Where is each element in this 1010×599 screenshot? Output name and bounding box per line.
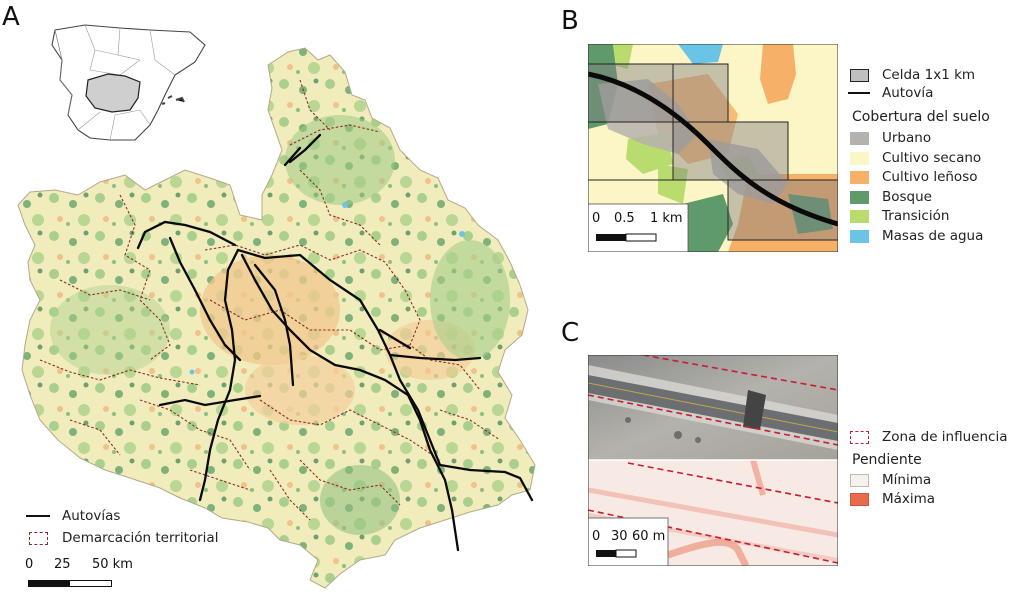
cover-swatch-0 [850, 132, 869, 145]
land-cover-detail-map [588, 44, 838, 252]
cover-swatch-2 [850, 171, 869, 184]
legend-motorways-label: Autovías [62, 508, 121, 524]
cover-swatch-5 [850, 229, 869, 243]
legend-max-label: Máxima [882, 491, 936, 507]
cover-swatch-4 [850, 210, 869, 223]
slope-detail-map [588, 355, 838, 566]
legend-motorway-label: Autovía [882, 85, 934, 101]
panel-b-letter: B [561, 6, 579, 36]
scale-a-tick-1: 25 [54, 557, 71, 572]
cover-label-4: Transición [882, 208, 950, 224]
legend-boundary-label: Demarcación territorial [62, 530, 219, 546]
cover-label-2: Cultivo leñoso [882, 169, 978, 185]
territorial-boundaries [39, 79, 501, 521]
scale-b-tick-0: 0 [592, 211, 601, 226]
cell-legend-swatch [850, 69, 869, 82]
scale-c-tick-0: 0 [592, 529, 601, 544]
zone-legend-swatch [850, 431, 869, 444]
region-map [17, 24, 536, 589]
cover-label-1: Cultivo secano [882, 149, 982, 166]
inset-spain [51, 24, 206, 141]
motorway-b-legend-line [848, 92, 870, 94]
motorways [136, 133, 534, 552]
cover-label-0: Urbano [882, 130, 932, 146]
cover-label-5: Masas de agua [882, 227, 984, 244]
motorway-legend-line [26, 515, 50, 517]
slope-legend-title: Pendiente [852, 452, 922, 468]
panel-c-letter: C [561, 318, 580, 348]
slope-max-swatch [850, 493, 869, 506]
scale-c-tick-1: 30 [611, 529, 628, 544]
panel-a-letter: A [2, 2, 20, 32]
scale-a-tick-2: 50 km [92, 557, 133, 572]
scale-b-tick-1: 0.5 [614, 211, 635, 226]
cover-swatch-1 [850, 151, 869, 165]
slope-min-swatch [850, 474, 869, 487]
scale-a-bar [28, 580, 112, 587]
boundary-legend-swatch [29, 532, 48, 545]
legend-cell-label: Celda 1x1 km [882, 67, 976, 83]
cover-legend-title: Cobertura del suelo [852, 109, 990, 125]
scale-c-tick-2: 60 m [632, 529, 666, 544]
scale-a-tick-0: 0 [25, 557, 34, 572]
scale-b-tick-2: 1 km [650, 211, 683, 226]
legend-min-label: Mínima [882, 472, 932, 488]
cover-label-3: Bosque [882, 188, 932, 205]
cover-swatch-3 [850, 190, 869, 204]
legend-zone-label: Zona de influencia [882, 429, 1008, 445]
